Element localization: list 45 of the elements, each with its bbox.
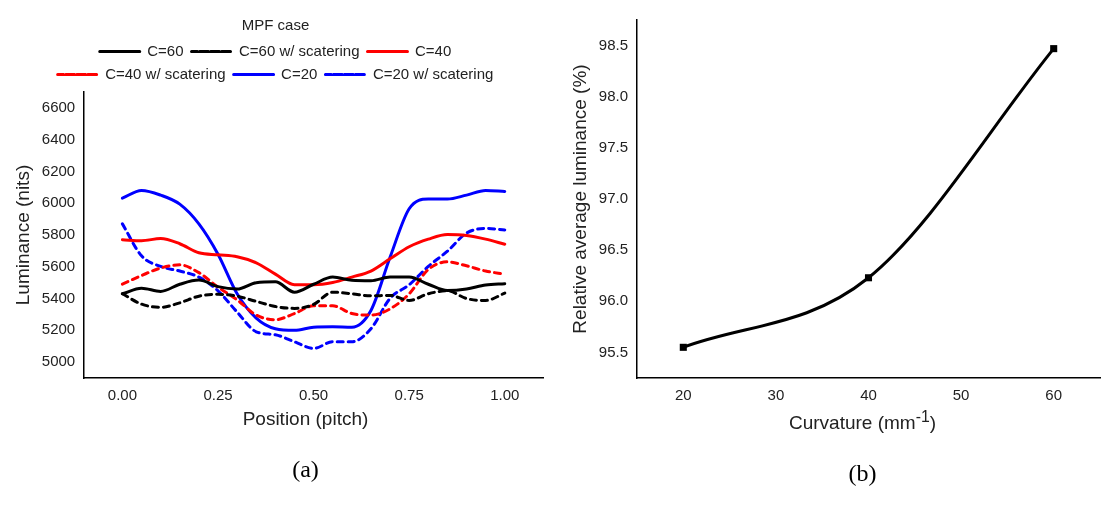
x-axis-title: Curvature (mm$^{-1}$): [787, 408, 938, 435]
x-tick-label: 0.50: [298, 386, 329, 404]
legend-label: C=20: [281, 64, 318, 82]
y-tick-label: 96.5: [598, 240, 628, 258]
x-tick-label: 60: [1045, 386, 1063, 404]
point: [679, 343, 687, 351]
y-axis-title: Luminance (nits): [11, 164, 33, 306]
y-tick-label: 98.5: [598, 35, 628, 53]
legend-title: MPF case: [241, 15, 310, 33]
legend-label: C=60: [147, 41, 184, 59]
x-tick-label: 50: [952, 386, 970, 404]
x-tick-label: 40: [860, 386, 877, 404]
x-axis-title: Position (pitch): [241, 408, 370, 430]
y-tick-label: 5400: [41, 288, 76, 306]
line-series: [120, 189, 507, 332]
y-tick-label: 6000: [41, 193, 76, 211]
y-tick-label: 5800: [41, 225, 76, 243]
y-tick-label: 98.0: [598, 86, 628, 104]
legend-label: C=40: [414, 41, 452, 59]
x-tick-label: 0.75: [394, 386, 424, 404]
line-series: [120, 233, 507, 287]
y-tick-label: 97.5: [598, 138, 628, 155]
point: [864, 274, 873, 282]
text: (b): [847, 460, 878, 488]
x-tick-label: 20: [674, 386, 692, 404]
text: (a): [291, 456, 320, 483]
line-series: [120, 222, 507, 350]
legend-label: C=20 w/ scatering: [372, 64, 494, 82]
y-tick-label: 95.5: [598, 342, 628, 360]
x-tick-label: 0.00: [107, 386, 138, 404]
y-tick-label: 5000: [41, 352, 76, 370]
point: [1050, 45, 1058, 53]
legend-label: C=40 w/ scatering: [105, 64, 226, 82]
x-tick-label: 0.25: [203, 386, 233, 404]
y-tick-label: 5200: [41, 320, 76, 338]
x-tick-label: 1.00: [490, 386, 520, 404]
y-tick-label: 5600: [41, 256, 76, 274]
y-tick-label: 97.0: [598, 189, 628, 207]
y-tick-label: 96.0: [598, 291, 628, 309]
y-tick-label: 6600: [41, 98, 76, 116]
y-tick-label: 6200: [41, 161, 76, 179]
legend-label: C=60 w/ scatering: [239, 41, 360, 59]
y-tick-label: 6400: [41, 129, 76, 147]
y-axis-title: Relative average luminance (%): [568, 64, 590, 334]
x-tick-label: 30: [767, 386, 785, 404]
